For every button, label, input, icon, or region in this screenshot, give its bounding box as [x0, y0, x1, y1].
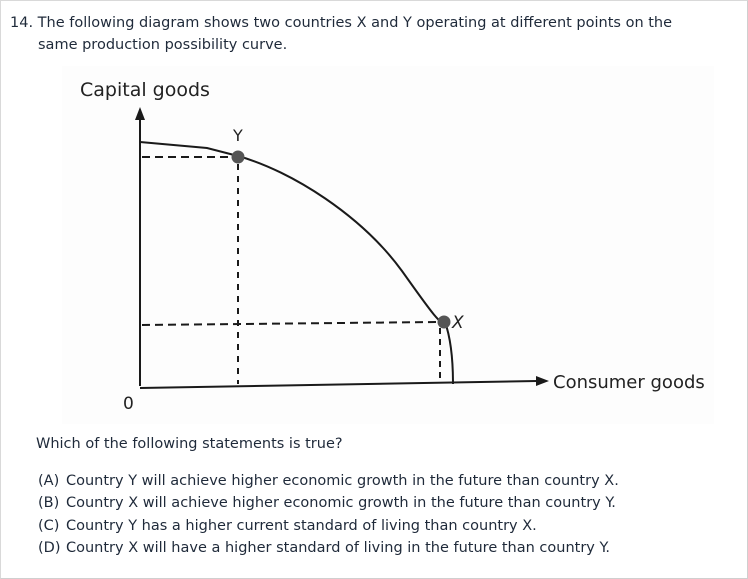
question-text-line1: The following diagram shows two countrie… [37, 15, 673, 31]
origin-label: 0 [123, 394, 134, 414]
option-c-text: Country Y has a higher current standard … [66, 517, 537, 534]
y-axis-arrow [135, 107, 145, 120]
y-axis-label: Capital goods [80, 79, 210, 101]
x-axis-arrow [536, 376, 549, 386]
option-a[interactable]: (A) Country Y will achieve higher econom… [38, 470, 718, 492]
question-header: 14. The following diagram shows two coun… [10, 12, 710, 56]
option-c-letter: (C) [38, 517, 60, 534]
point-y-marker [231, 150, 245, 164]
point-x-marker [437, 315, 451, 329]
option-b-letter: (B) [38, 495, 60, 512]
ppc-diagram: Capital goods Consumer goods 0 Y X [62, 66, 714, 424]
question-text-line2: same production possibility curve. [38, 37, 288, 53]
option-d-letter: (D) [38, 539, 61, 556]
option-d[interactable]: (D) Country X will have a higher standar… [38, 537, 718, 559]
ppc-curve [139, 141, 454, 385]
answer-options: (A) Country Y will achieve higher econom… [38, 470, 718, 559]
point-x-label: X [451, 313, 464, 333]
option-c[interactable]: (C) Country Y has a higher current stand… [38, 515, 718, 537]
option-a-letter: (A) [38, 473, 60, 489]
option-b[interactable]: (B) Country X will achieve higher econom… [38, 492, 718, 514]
option-b-text: Country X will achieve higher economic g… [66, 495, 616, 512]
ppc-svg: Capital goods Consumer goods 0 Y X [80, 79, 705, 414]
x-axis-label: Consumer goods [553, 372, 705, 393]
x-axis [139, 380, 538, 389]
question-stem: Which of the following statements is tru… [36, 436, 343, 452]
point-y-label: Y [232, 126, 243, 145]
question-number: 14. [10, 15, 34, 31]
option-a-text: Country Y will achieve higher economic g… [66, 473, 619, 489]
option-d-text: Country X will have a higher standard of… [66, 539, 610, 556]
x-horizontal-guide [141, 321, 439, 326]
